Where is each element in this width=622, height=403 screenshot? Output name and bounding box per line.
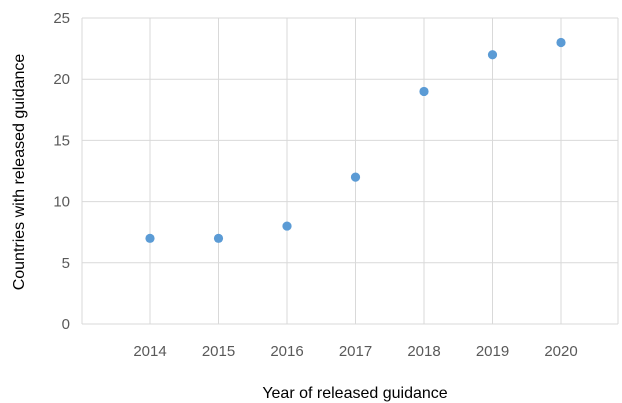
- data-points: [145, 37, 566, 243]
- x-tick-label: 2020: [544, 343, 577, 360]
- data-point: [213, 233, 224, 243]
- y-tick-label: 10: [53, 194, 70, 211]
- x-tick-label: 2018: [407, 343, 440, 360]
- y-axis-title: Countries with released guidance: [11, 54, 28, 291]
- data-point: [487, 50, 498, 60]
- data-point: [282, 221, 292, 231]
- data-point: [556, 37, 566, 48]
- y-tick-label: 0: [62, 316, 70, 333]
- x-tick-label: 2015: [202, 343, 235, 360]
- data-point: [419, 86, 429, 97]
- x-tick-label: 2016: [270, 343, 303, 360]
- y-axis-tick-labels: 0 5 10 15 20 25: [53, 10, 70, 333]
- y-tick-label: 20: [53, 71, 70, 88]
- y-tick-label: 15: [53, 132, 70, 149]
- x-tick-label: 2017: [339, 343, 372, 360]
- y-tick-label: 5: [62, 255, 70, 272]
- grid: [81, 17, 619, 325]
- data-point: [350, 172, 361, 182]
- x-axis-title: Year of released guidance: [262, 385, 447, 402]
- data-point: [145, 233, 155, 243]
- x-axis-tick-labels: 2014 2015 2016 2017 2018 2019 2020: [133, 343, 577, 360]
- x-tick-label: 2019: [476, 343, 509, 360]
- y-tick-label: 25: [53, 10, 70, 27]
- x-tick-label: 2014: [133, 343, 166, 360]
